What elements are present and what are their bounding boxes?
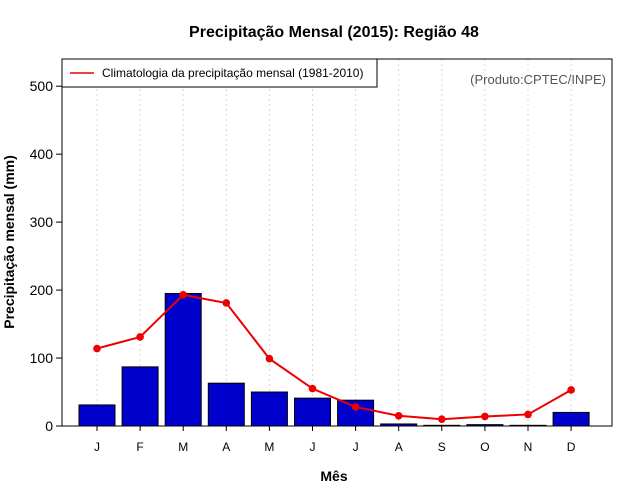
bar-11	[552, 411, 590, 427]
climatology-point-1	[136, 333, 144, 341]
climatology-line-group	[93, 291, 575, 424]
x-tick-label-2: M	[178, 440, 188, 454]
x-tick-label-5: J	[310, 440, 316, 454]
chart-title: Precipitação Mensal (2015): Região 48	[189, 24, 479, 41]
y-tick-label-3: 300	[30, 214, 54, 230]
y-tick-label-1: 100	[30, 350, 54, 366]
climatology-point-6	[351, 403, 360, 411]
y-tick-label-2: 200	[30, 282, 54, 298]
climatology-point-3	[222, 299, 231, 307]
climatology-point-11	[567, 386, 575, 394]
x-tick-label-10: N	[524, 440, 533, 454]
x-tick-label-4: M	[264, 440, 274, 454]
y-tick-label-4: 400	[30, 146, 54, 162]
x-tick-label-7: A	[395, 440, 403, 454]
bar-2	[164, 292, 202, 427]
y-tick-label-0: 0	[45, 418, 53, 434]
climatology-point-7	[394, 412, 403, 420]
climatology-point-2	[179, 291, 187, 299]
climatology-point-9	[481, 412, 489, 421]
bar-4	[250, 391, 288, 427]
climatology-point-5	[308, 384, 317, 393]
climatology-point-4	[265, 354, 274, 363]
grid-lines	[96, 59, 572, 426]
bar-3	[207, 382, 245, 427]
source-note: (Produto:CPTEC/INPE)	[470, 72, 606, 87]
bars-group	[78, 292, 590, 427]
x-tick-label-9: O	[480, 440, 489, 454]
x-tick-label-1: F	[136, 440, 143, 454]
climatology-point-0	[93, 344, 101, 353]
legend-box	[61, 58, 378, 88]
x-axis-label: Mês	[320, 468, 347, 484]
climatology-point-10	[524, 410, 532, 419]
bar-5	[294, 397, 331, 427]
climatology-point-8	[438, 415, 446, 424]
climatology-line	[96, 293, 572, 421]
y-tick-label-5: 500	[30, 78, 54, 94]
bar-1	[121, 366, 159, 427]
bar-0	[78, 404, 116, 427]
y-axis: 0 100 200 300 400 500	[30, 78, 62, 434]
x-tick-label-6: J	[353, 440, 359, 454]
x-tick-label-3: A	[222, 440, 230, 454]
y-axis-label: Precipitação mensal (mm)	[1, 155, 17, 329]
x-tick-label-11: D	[567, 440, 576, 454]
legend-entry-climatology: Climatologia da precipitação mensal (198…	[102, 66, 363, 80]
x-tick-label-0: J	[94, 440, 100, 454]
x-tick-label-8: S	[438, 440, 446, 454]
legend: Climatologia da precipitação mensal (198…	[61, 58, 378, 88]
